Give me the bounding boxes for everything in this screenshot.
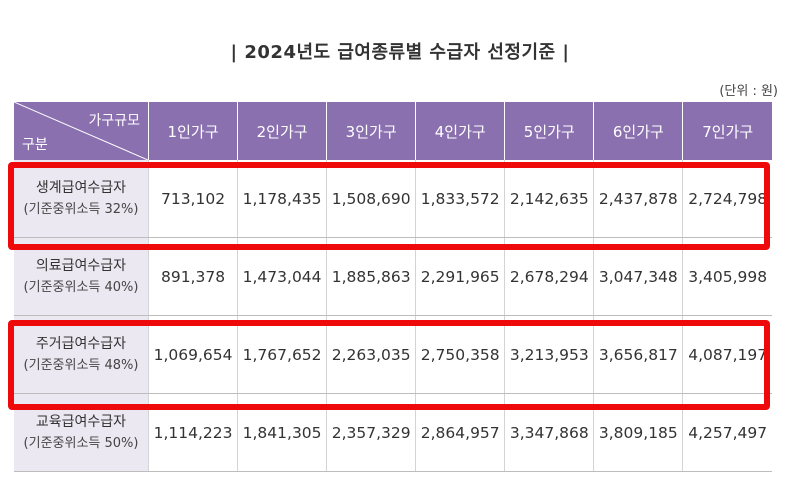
- table-cell: 713,102: [148, 160, 239, 238]
- criteria-table: 가구규모 구분 1인가구 2인가구 3인가구 4인가구 5인가구 6인가구 7인…: [14, 102, 772, 472]
- table-cell: 3,047,348: [593, 237, 684, 316]
- row-name: 생계급여수급자: [35, 179, 127, 196]
- column-header: 3인가구: [326, 102, 417, 160]
- table-row: 주거급여수급자 (기준중위소득 48%) 1,069,654 1,767,652…: [14, 315, 772, 394]
- table-cell: 2,678,294: [504, 237, 595, 316]
- table-title: | 2024년도 급여종류별 수급자 선정기준 |: [230, 42, 570, 63]
- table-cell: 3,405,998: [682, 237, 772, 316]
- table-cell: 2,291,965: [415, 237, 506, 316]
- column-header: 5인가구: [504, 102, 595, 160]
- table-cell: 1,473,044: [237, 237, 328, 316]
- column-header: 4인가구: [415, 102, 506, 160]
- row-name: 의료급여수급자: [35, 257, 127, 274]
- row-header: 의료급여수급자 (기준중위소득 40%): [14, 237, 149, 316]
- column-header: 6인가구: [593, 102, 684, 160]
- table-cell: 3,213,953: [504, 315, 595, 394]
- column-header: 1인가구: [148, 102, 239, 160]
- table-cell: 3,656,817: [593, 315, 684, 394]
- table-cell: 1,069,654: [148, 315, 239, 394]
- table-cell: 1,767,652: [237, 315, 328, 394]
- table-cell: 2,724,798: [682, 160, 772, 238]
- table-cell: 1,178,435: [237, 160, 328, 238]
- highlight-box-livelihood: [8, 162, 770, 250]
- household-size-label: 가구규모: [88, 113, 140, 129]
- diagonal-line: [14, 102, 148, 160]
- table-row: 의료급여수급자 (기준중위소득 40%) 891,378 1,473,044 1…: [14, 237, 772, 316]
- row-subtitle: (기준중위소득 48%): [23, 357, 139, 373]
- table-cell: 2,437,878: [593, 160, 684, 238]
- header-row: 가구규모 구분 1인가구 2인가구 3인가구 4인가구 5인가구 6인가구 7인…: [14, 102, 772, 160]
- column-header: 7인가구: [682, 102, 772, 160]
- table-cell: 1,508,690: [326, 160, 417, 238]
- table-cell: 4,087,197: [682, 315, 772, 394]
- table-row: 생계급여수급자 (기준중위소득 32%) 713,102 1,178,435 1…: [14, 160, 772, 238]
- table-cell: 2,142,635: [504, 160, 595, 238]
- table-cell: 1,885,863: [326, 237, 417, 316]
- row-subtitle: (기준중위소득 40%): [23, 279, 139, 295]
- row-subtitle: (기준중위소득 50%): [23, 435, 139, 451]
- table-cell: 1,833,572: [415, 160, 506, 238]
- unit-label: (단위 : 원): [719, 84, 778, 99]
- row-name: 교육급여수급자: [35, 413, 127, 430]
- highlight-box-housing: [8, 320, 770, 410]
- table-cell: 2,750,358: [415, 315, 506, 394]
- table-cell: 891,378: [148, 237, 239, 316]
- category-label: 구분: [22, 137, 48, 153]
- corner-header: 가구규모 구분: [14, 102, 149, 160]
- row-header: 생계급여수급자 (기준중위소득 32%): [14, 160, 149, 238]
- table-cell: 2,263,035: [326, 315, 417, 394]
- row-subtitle: (기준중위소득 32%): [23, 201, 139, 217]
- row-name: 주거급여수급자: [35, 335, 127, 352]
- row-header: 주거급여수급자 (기준중위소득 48%): [14, 315, 149, 394]
- column-header: 2인가구: [237, 102, 328, 160]
